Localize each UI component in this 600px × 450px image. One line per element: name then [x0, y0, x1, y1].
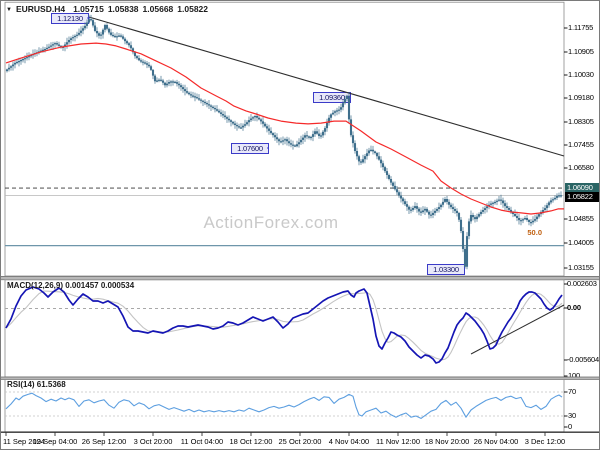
price-axis-label: 1.03155: [568, 263, 594, 272]
chart-header: ▼ EURUSD.H4 1.05715 1.05838 1.05668 1.05822: [6, 4, 212, 14]
price-axis-label: 1.10030: [568, 70, 594, 79]
time-axis-label: 11 Nov 12:00: [375, 437, 421, 446]
macd-main-line: [5, 286, 563, 364]
macd-indicator-label: MACD(12,26,9) 0.001457 0.000534: [7, 281, 135, 290]
macd-trendline: [470, 304, 565, 355]
time-axis-label: 11 Oct 04:00: [180, 437, 224, 446]
fifty-percent-label: 50.0: [527, 228, 542, 237]
ohlc-high: 1.05838: [107, 4, 139, 14]
price-annotation-box[interactable]: 1.12130: [51, 13, 89, 24]
time-axis-label: 25 Oct 20:00: [278, 437, 322, 446]
macd-axis-label: 0.00: [567, 303, 581, 312]
price-axis-label: 1.04855: [568, 214, 594, 223]
panel-separator[interactable]: [1, 377, 600, 380]
rsi-panel-frame: [4, 378, 565, 433]
time-axis-label: 3 Oct 20:00: [133, 437, 173, 446]
time-axis-label: 18 Oct 12:00: [229, 437, 273, 446]
macd-axis-label: -0.005604: [567, 355, 599, 364]
price-axis-label: 1.11755: [568, 23, 594, 32]
price-axis-label: 1.08305: [568, 117, 594, 126]
panel-separator[interactable]: [1, 276, 600, 280]
macd-axis-label: 0.002603: [567, 279, 597, 288]
time-axis-label: 26 Sep 12:00: [81, 437, 127, 446]
price-trendline: [88, 16, 565, 157]
price-axis-label: 1.07455: [568, 140, 594, 149]
price-annotation-box[interactable]: 1.03300: [427, 264, 465, 275]
time-axis-label: 18 Nov 20:00: [424, 437, 470, 446]
ohlc-open: 1.05715: [73, 4, 104, 14]
price-axis-label: 1.10905: [568, 47, 594, 56]
price-axis-label: 1.04005: [568, 238, 594, 247]
candle-wicks: [6, 14, 562, 270]
time-axis-label: 3 Dec 12:00: [524, 437, 566, 446]
price-axis-label: 1.09180: [568, 93, 594, 102]
ohlc-low: 1.05668: [142, 4, 174, 14]
moving-average-line: [5, 42, 564, 215]
candle-bodies: [5, 19, 563, 267]
price-panel-frame: [4, 1, 565, 277]
watermark: ActionForex.com: [203, 213, 339, 232]
symbol-dropdown-icon[interactable]: ▼: [6, 7, 12, 13]
rsi-axis-label: 100: [568, 371, 580, 380]
rsi-indicator-label: RSI(14) 61.5368: [7, 380, 66, 389]
rsi-axis-label: 0: [568, 422, 572, 431]
price-annotation-box[interactable]: 1.07600: [231, 143, 269, 154]
time-axis-label: 11 Sep 2024: [3, 437, 45, 446]
rsi-axis-label: 70: [568, 387, 576, 396]
time-axis-label: 19 Sep 04:00: [32, 437, 78, 446]
ohlc-close: 1.05822: [177, 4, 209, 14]
time-axis-label: 4 Nov 04:00: [328, 437, 370, 446]
rsi-axis-label: 30: [568, 411, 576, 420]
price-annotation-box[interactable]: 1.09360: [313, 92, 351, 103]
symbol-timeframe: EURUSD.H4: [15, 4, 66, 14]
time-axis-label: 26 Nov 04:00: [473, 437, 519, 446]
macd-signal-line: [5, 290, 563, 361]
price-axis-label: 1.06580: [568, 163, 594, 172]
rsi-line: [5, 392, 563, 419]
price-highlight-label: 1.05822: [565, 192, 599, 202]
price-highlight-label: 1.06090: [565, 183, 599, 193]
